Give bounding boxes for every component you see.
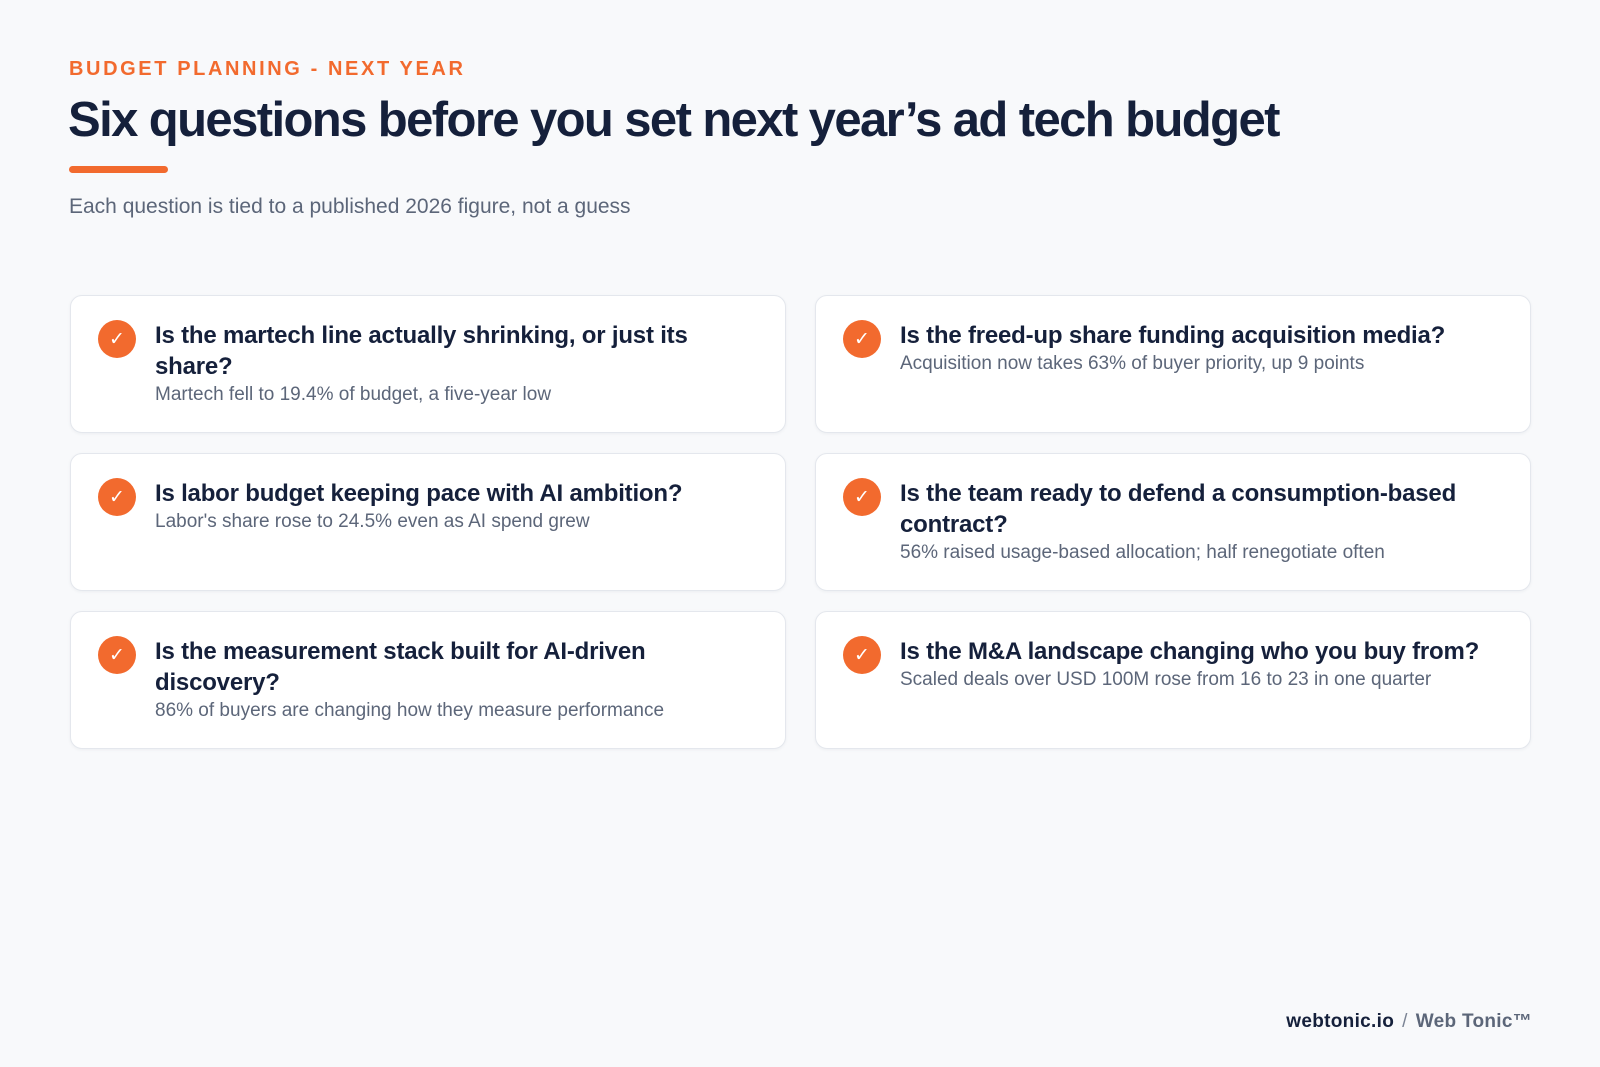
question-text: Is labor budget keeping pace with AI amb… bbox=[155, 480, 683, 507]
question-card: ✓ Is the measurement stack built for AI-… bbox=[70, 611, 786, 749]
check-icon: ✓ bbox=[98, 636, 136, 674]
question-fact: Labor's share rose to 24.5% even as AI s… bbox=[155, 511, 590, 532]
question-fact: 56% raised usage-based allocation; half … bbox=[900, 542, 1385, 563]
question-text: Is the M&A landscape changing who you bu… bbox=[900, 638, 1480, 665]
title-accent-rule bbox=[69, 166, 168, 173]
question-card: ✓ Is the freed-up share funding acquisit… bbox=[815, 295, 1531, 433]
question-text: Is the freed-up share funding acquisitio… bbox=[900, 322, 1446, 349]
question-fact: 86% of buyers are changing how they meas… bbox=[155, 700, 665, 721]
question-fact: Martech fell to 19.4% of budget, a five-… bbox=[155, 384, 552, 405]
check-icon: ✓ bbox=[98, 320, 136, 358]
footer-site: webtonic.io bbox=[1286, 1011, 1395, 1032]
footer-separator: / bbox=[1402, 1011, 1408, 1032]
question-card: ✓ Is the M&A landscape changing who you … bbox=[815, 611, 1531, 749]
footer-brand: Web Tonic™ bbox=[1415, 1011, 1532, 1032]
check-icon: ✓ bbox=[98, 478, 136, 516]
page-title: Six questions before you set next year’s… bbox=[68, 93, 1280, 147]
question-text: Is the measurement stack built for AI-dr… bbox=[155, 638, 646, 696]
footer-credit: webtonic.io / Web Tonic™ bbox=[1286, 1011, 1532, 1033]
question-grid: ✓ Is the martech line actually shrinking… bbox=[70, 295, 1531, 749]
question-card: ✓ Is the martech line actually shrinking… bbox=[70, 295, 786, 433]
question-text: Is the team ready to defend a consumptio… bbox=[900, 480, 1457, 538]
question-card: ✓ Is labor budget keeping pace with AI a… bbox=[70, 453, 786, 591]
question-fact: Acquisition now takes 63% of buyer prior… bbox=[900, 353, 1365, 374]
check-icon: ✓ bbox=[843, 478, 881, 516]
question-text: Is the martech line actually shrinking, … bbox=[155, 322, 688, 380]
question-card: ✓ Is the team ready to defend a consumpt… bbox=[815, 453, 1531, 591]
check-icon: ✓ bbox=[843, 636, 881, 674]
question-fact: Scaled deals over USD 100M rose from 16 … bbox=[900, 669, 1432, 690]
eyebrow-label: BUDGET PLANNING - NEXT YEAR bbox=[69, 58, 466, 80]
check-icon: ✓ bbox=[843, 320, 881, 358]
page-subtitle: Each question is tied to a published 202… bbox=[69, 195, 631, 218]
